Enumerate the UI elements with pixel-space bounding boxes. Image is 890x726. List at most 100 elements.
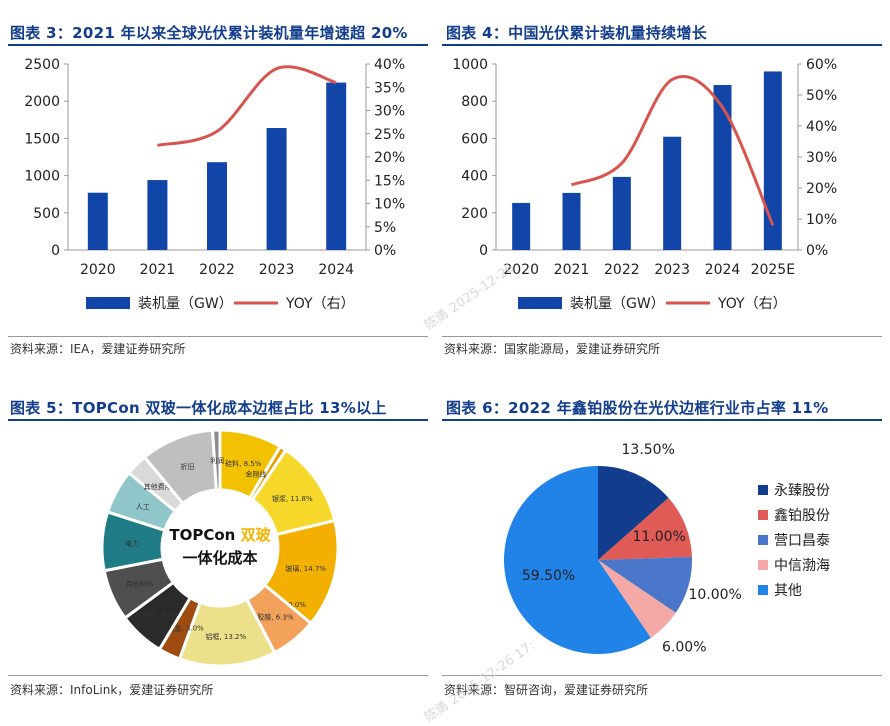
bar [713, 85, 732, 250]
legend-bar-swatch [518, 297, 562, 309]
legend-swatch [758, 510, 768, 520]
figure-3-title: 图表 3：2021 年以来全球光伏累计装机量年增速超 20% [10, 24, 408, 42]
x-tick-label: 2022 [604, 262, 640, 278]
y-tick-label-left: 2000 [24, 94, 60, 110]
legend-label: 中信渤海 [774, 558, 830, 574]
y-tick-label-left: 0 [479, 243, 488, 259]
slice-label: 人工 [136, 503, 150, 511]
legend-label: 永臻股份 [774, 483, 830, 499]
x-tick-label: 2024 [318, 262, 354, 278]
slice-label: 其他材料 [125, 579, 153, 588]
x-tick-label: 2022 [199, 262, 235, 278]
slice-label: 玻璃, 14.7% [285, 564, 326, 573]
bar [612, 176, 631, 250]
slice-value-label: 6.00% [662, 639, 706, 655]
y-tick-label-left: 1000 [24, 169, 60, 185]
legend-swatch [758, 585, 768, 595]
x-tick-label: 2021 [140, 262, 176, 278]
slice-label: 利润 [210, 456, 224, 465]
y-tick-label-right: 20% [806, 181, 837, 197]
y-tick-label-left: 2500 [24, 57, 60, 73]
y-tick-label-right: 0% [806, 243, 828, 259]
pie-slice [598, 560, 676, 638]
y-tick-label-right: 20% [374, 150, 405, 166]
pie-slice [210, 428, 222, 492]
figure-4-source-rule [442, 336, 882, 337]
figure-3: 图表 3：2021 年以来全球光伏累计装机量年增速超 20% 0 500 1000 1… [0, 0, 436, 370]
donut-center-title: TOPCon 双玻 [169, 526, 271, 544]
y-tick-label-left: 1500 [24, 131, 60, 147]
slice-label: 折旧 [181, 462, 195, 471]
slice-value-label: 59.50% [522, 568, 575, 584]
figure-5: 图表 5：TOPCon 双玻一体化成本边框占比 13%以上 硅料, 8.5% 金刚… [0, 385, 436, 713]
figure-3-title-rule [8, 44, 428, 46]
figure-6-title-rule [442, 419, 882, 421]
bar [266, 127, 287, 250]
slice-value-label: 11.00% [632, 529, 685, 545]
slice-label: 硅料, 8.5% [225, 459, 262, 468]
slice-value-label: 10.00% [688, 587, 741, 603]
figure-5-title: 图表 5：TOPCon 双玻一体化成本边框占比 13%以上 [10, 399, 387, 417]
figure-3-source-rule [8, 336, 428, 337]
legend-swatch [758, 485, 768, 495]
legend-label: 营口昌泰 [774, 533, 830, 549]
legend-bar-swatch [86, 297, 130, 309]
figure-4-title-rule [442, 44, 882, 46]
legend-swatch [758, 535, 768, 545]
x-tick-label: 2024 [705, 262, 741, 278]
y-tick-label-right: 5% [374, 220, 396, 236]
y-tick-label-left: 800 [461, 94, 488, 110]
figure-3-source: 资料来源：IEA，爱建证券研究所 [10, 342, 186, 356]
y-tick-label-right: 15% [374, 173, 405, 189]
legend-label: 其他 [774, 583, 802, 599]
yoy-line [157, 65, 337, 147]
bar [207, 162, 227, 250]
legend-bar-label: 装机量（GW） [138, 296, 233, 312]
slice-label: 胶膜, 6.3% [257, 612, 294, 621]
figure-6: 图表 6：2022 年鑫铂股份在光伏边框行业市占率 11% 13.50% 11.0… [440, 385, 890, 713]
y-tick-label-right: 50% [806, 88, 837, 104]
legend-bar-label: 装机量（GW） [570, 296, 665, 312]
donut-center-subtitle: 一体化成本 [182, 549, 257, 567]
y-tick-label-left: 400 [461, 169, 488, 185]
y-tick-label-right: 40% [374, 57, 405, 73]
pie-slice [503, 466, 651, 654]
x-tick-label: 2020 [80, 262, 116, 278]
y-tick-label-right: 40% [806, 119, 837, 135]
figure-4-source: 资料来源：国家能源局，爱建证券研究所 [444, 342, 661, 356]
figure-4: 图表 4：中国光伏累计装机量持续增长 0 200 400 600 800 1000 0% 10… [440, 0, 890, 370]
slice-label: 电力 [125, 539, 139, 548]
slice-label: 其他费用 [144, 482, 172, 491]
bar [87, 192, 108, 250]
slice-label: 银浆, 11.8% [272, 494, 313, 503]
x-tick-label: 2025E [751, 262, 795, 278]
bar [562, 192, 581, 250]
y-tick-label-right: 0% [374, 243, 396, 259]
y-tick-label-left: 0 [51, 243, 60, 259]
figure-6-chart: 13.50% 11.00% 10.00% 6.00% 59.50% 永臻股份鑫铂股份营口昌… [503, 442, 830, 655]
yoy-line [570, 74, 775, 226]
figure-4-chart: 0 200 400 600 800 1000 0% 10% 20% 30% 40% 50% 60% 202… [452, 57, 837, 312]
y-tick-label-right: 35% [374, 80, 405, 96]
legend-swatch [758, 560, 768, 570]
slice-label: 金刚线, 0.9% [245, 470, 289, 479]
figure-6-source-rule [442, 675, 882, 676]
y-tick-label-left: 500 [33, 206, 60, 222]
legend-line-label: YOY（右） [717, 296, 787, 312]
pie-slice [598, 557, 692, 613]
x-tick-label: 2021 [554, 262, 590, 278]
y-tick-label-right: 60% [806, 57, 837, 73]
figure-5-chart: 硅料, 8.5%金刚线, 0.9%银浆, 11.8%玻璃, 14.7%背板, 0… [100, 428, 340, 668]
slice-label: 铝框, 13.2% [205, 632, 246, 641]
bar [512, 202, 531, 250]
bar [763, 71, 782, 250]
pie-slice [598, 466, 669, 560]
figure-3-chart: 0 500 1000 1500 2000 2500 0% 5% 10% 15% 20% 25% 30% 3… [24, 57, 405, 312]
y-tick-label-right: 30% [806, 150, 837, 166]
figure-6-title: 图表 6：2022 年鑫铂股份在光伏边框行业市占率 11% [446, 399, 829, 417]
y-tick-label-left: 1000 [452, 57, 488, 73]
y-tick-label-left: 600 [461, 131, 488, 147]
y-tick-label-right: 10% [374, 197, 405, 213]
figure-4-title: 图表 4：中国光伏累计装机量持续增长 [446, 24, 708, 42]
y-tick-label-left: 200 [461, 206, 488, 222]
